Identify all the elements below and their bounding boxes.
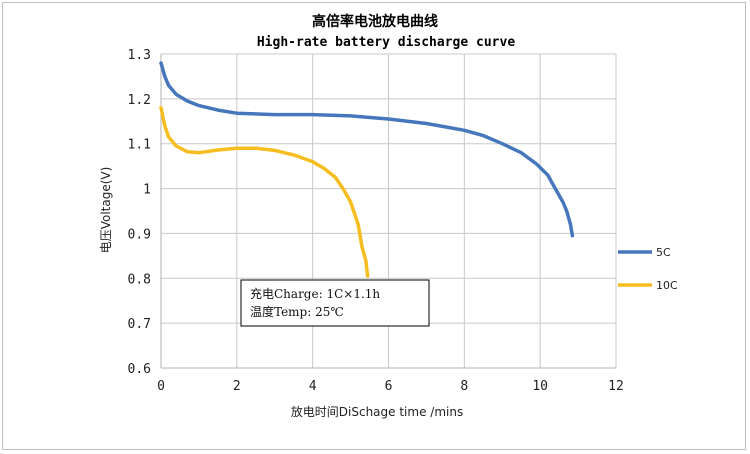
x-tick-label-1: 2 [233,379,241,394]
legend-label-5C: 5C [656,246,671,259]
y-tick-label-6: 1.2 [128,93,151,108]
chart-frame [2,2,746,450]
annotation-charge: 充电Charge: 1C×1.1h [250,286,380,301]
chart-subtitle: High-rate battery discharge curve [257,35,515,50]
x-tick-label-0: 0 [157,379,165,394]
annotation-temp: 温度Temp: 25℃ [250,304,344,319]
y-tick-label-0: 0.6 [128,362,151,377]
chart-title: 高倍率电池放电曲线 [312,13,438,30]
x-tick-label-5: 10 [532,379,548,394]
series-lines [159,61,575,278]
tick-labels: 0 2 4 6 8 10 12 0.6 0.7 0.8 0.9 1 1.1 1.2 1.3 [128,48,624,394]
y-tick-label-5: 1.1 [128,138,151,153]
annotation-border [240,279,430,327]
legend-label-10C: 10C [656,279,678,292]
x-axis-label: 放电时间DiSchage time /mins [291,404,463,419]
x-tick-label-3: 6 [385,379,393,394]
x-tick-label-2: 4 [309,379,317,394]
y-tick-label-3: 0.9 [128,227,151,242]
y-tick-label-2: 0.8 [128,272,151,287]
y-tick-label-4: 1 [143,183,151,198]
series-line-10C [159,106,370,278]
y-axis-label: 电压Voltage(V) [99,167,113,254]
series-line-5C [159,61,575,238]
x-tick-label-6: 12 [608,379,624,394]
legend: 5C 10C [618,246,678,292]
y-tick-label-7: 1.3 [128,48,151,63]
y-tick-label-1: 0.7 [128,317,151,332]
x-tick-label-4: 8 [460,379,468,394]
annotation-box: 充电Charge: 1C×1.1h 温度Temp: 25℃ [240,279,430,327]
